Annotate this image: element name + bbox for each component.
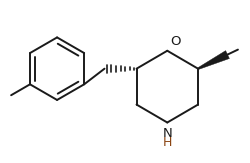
Text: O: O [170,35,181,48]
Text: N: N [162,127,172,140]
Text: H: H [162,136,172,149]
Polygon shape [198,51,230,69]
